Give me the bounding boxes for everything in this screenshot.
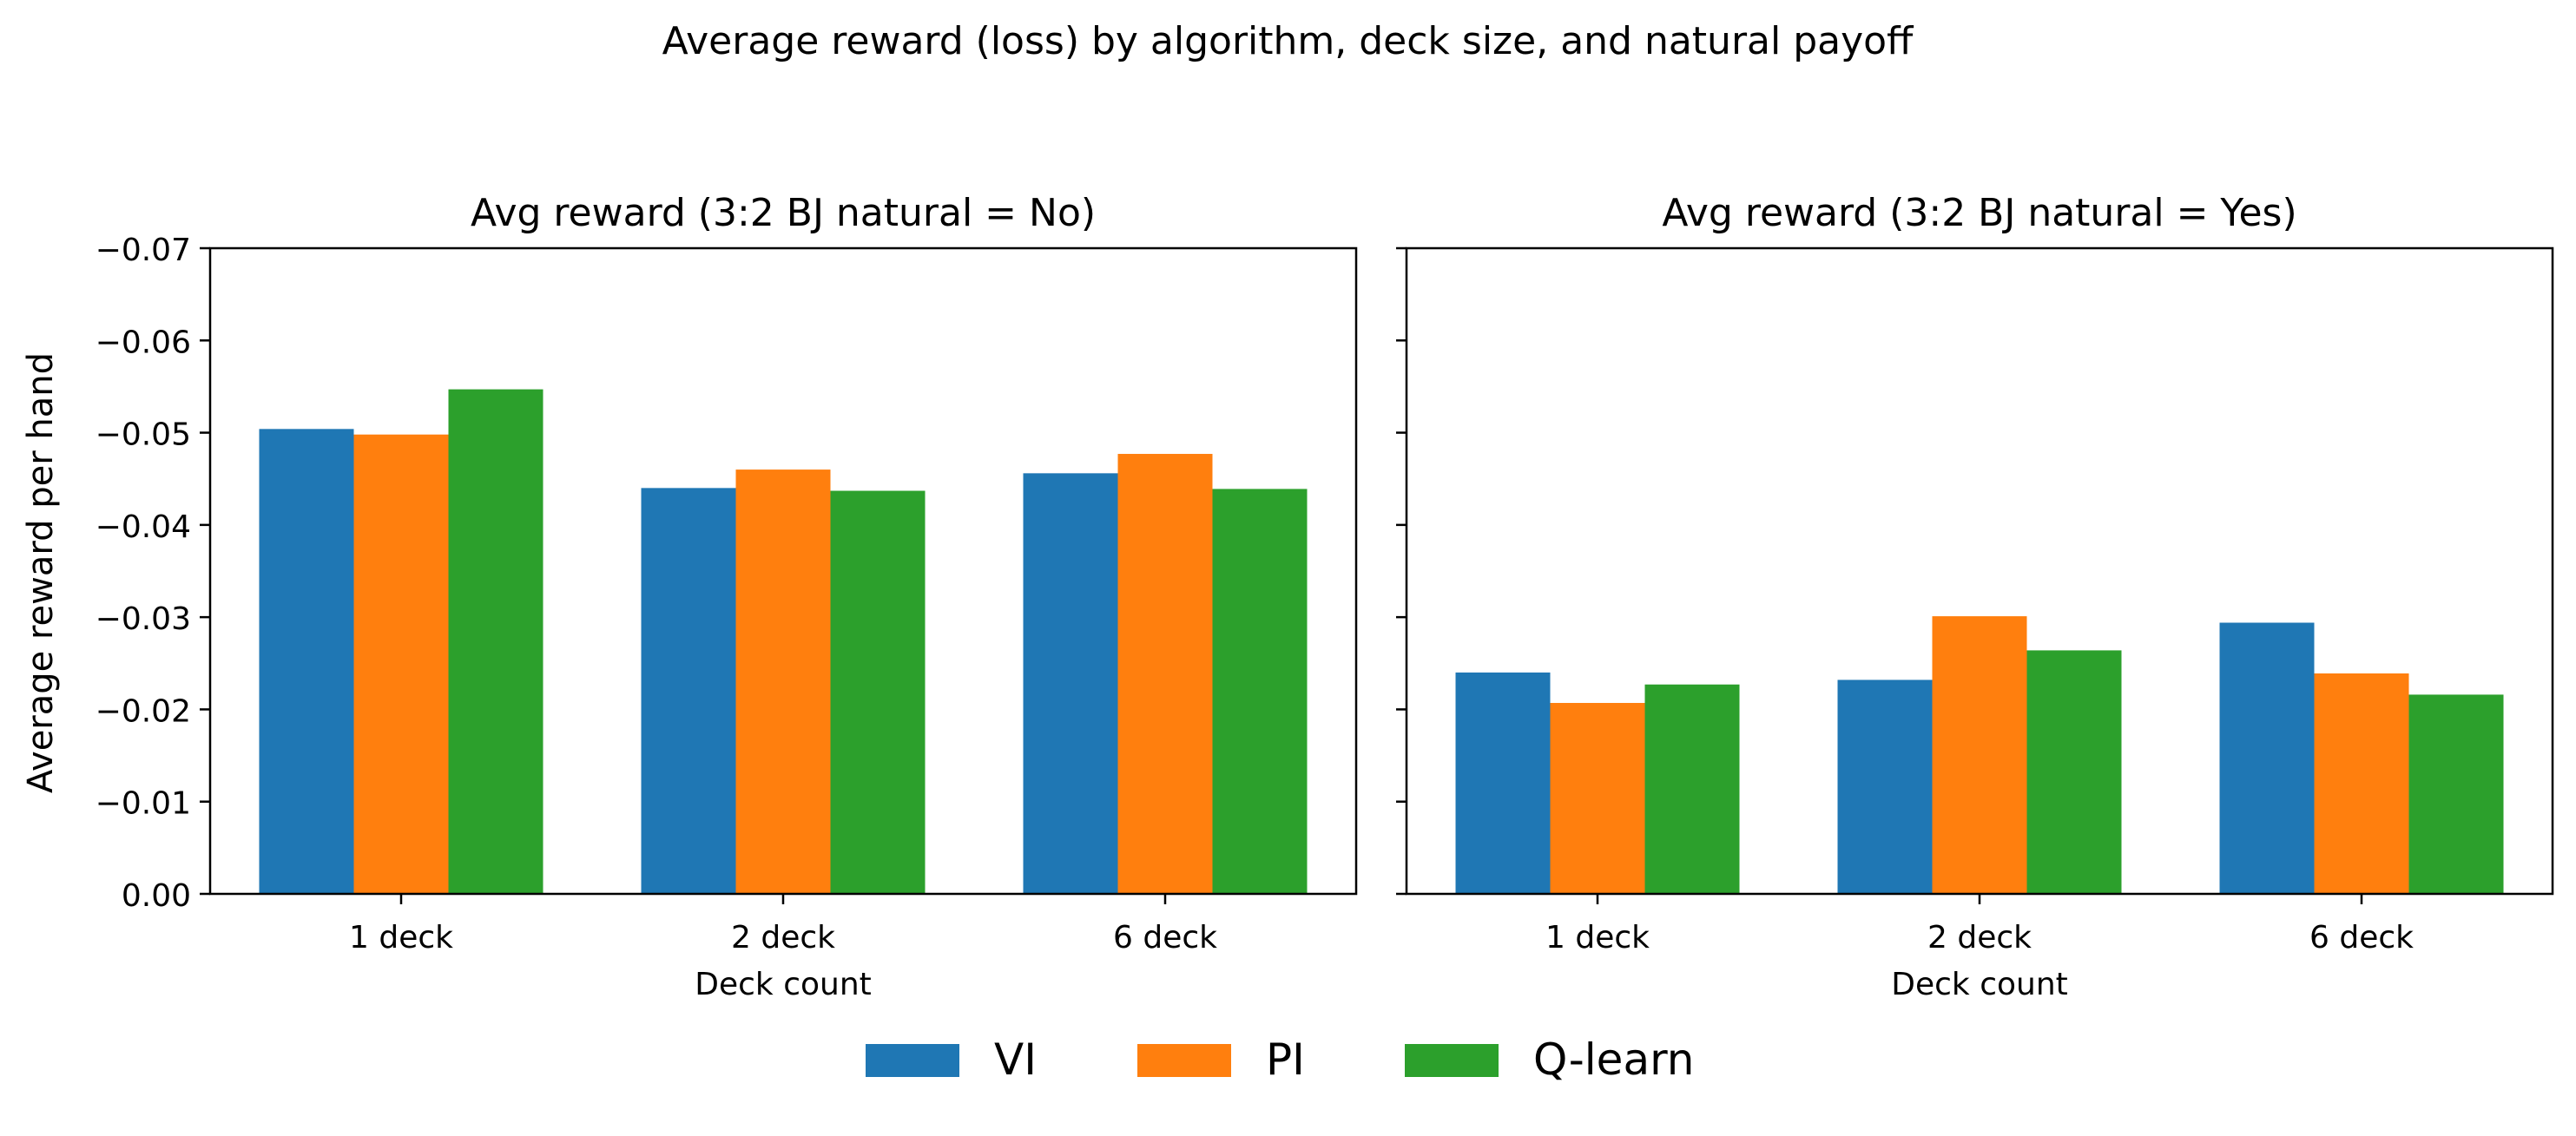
bar-q-learn-1: [448, 389, 544, 894]
x-tick-label: 1 deck: [1545, 920, 1650, 955]
x-axis-label: Deck count: [1891, 967, 2068, 1002]
bar-vi-1: [1455, 672, 1551, 894]
bar-q-learn-1: [1644, 684, 1740, 894]
subplot-title: Avg reward (3:2 BJ natural = No): [471, 191, 1096, 235]
bar-vi-2: [641, 488, 736, 894]
bar-pi-2: [1932, 616, 2027, 894]
y-tick-label: −0.04: [96, 509, 191, 545]
bar-q-learn-2: [2026, 650, 2122, 894]
figure-suptitle: Average reward (loss) by algorithm, deck…: [662, 19, 1914, 63]
x-tick-label: 2 deck: [1927, 920, 2032, 955]
bar-vi-3: [2219, 622, 2315, 894]
legend-swatch: [866, 1044, 959, 1077]
legend-label: Q-learn: [1533, 1034, 1694, 1085]
x-tick-label: 1 deck: [349, 920, 453, 955]
x-tick-label: 6 deck: [2309, 920, 2414, 955]
subplot-title: Avg reward (3:2 BJ natural = Yes): [1662, 191, 2296, 235]
bar-q-learn-3: [1212, 489, 1308, 894]
subplot-1: 0.00 −0.01 −0.02 −0.03 −0.04 −0.05 −0.06 −0.07 1…: [96, 191, 1358, 1002]
legend-swatch: [1137, 1044, 1231, 1077]
bar-pi-3: [1117, 454, 1213, 894]
y-tick-label: 0.00: [122, 878, 191, 914]
bar-pi-1: [1550, 702, 1645, 894]
legend-item-pi: PI: [1137, 1034, 1305, 1085]
y-tick-label: −0.03: [96, 601, 191, 637]
x-tick-label: 2 deck: [731, 920, 835, 955]
legend-item-q-learn: Q-learn: [1405, 1034, 1694, 1085]
y-tick-label: −0.06: [96, 325, 191, 360]
y-axis-label: Average reward per hand: [21, 352, 61, 793]
x-axis-label: Deck count: [695, 967, 872, 1002]
bar-pi-1: [353, 434, 449, 894]
y-tick-label: −0.05: [96, 417, 191, 453]
bar-pi-2: [735, 470, 831, 894]
bar-vi-3: [1023, 473, 1118, 894]
y-tick-label: −0.01: [96, 786, 191, 822]
legend-label: PI: [1266, 1034, 1305, 1085]
subplot-2: 1 deck 2 deck 6 deck Deck count Avg reward (…: [1396, 191, 2554, 1002]
legend-swatch: [1405, 1044, 1499, 1077]
bar-pi-3: [2314, 673, 2409, 894]
y-tick-label: −0.02: [96, 693, 191, 729]
y-tick-label: −0.07: [96, 233, 191, 268]
subplots: 0.00 −0.01 −0.02 −0.03 −0.04 −0.05 −0.06 −0.07 1…: [96, 191, 2554, 1002]
bar-vi-2: [1837, 680, 1933, 894]
legend-item-vi: VI: [866, 1034, 1037, 1085]
bar-vi-1: [259, 429, 354, 894]
bar-q-learn-2: [830, 490, 926, 894]
x-tick-label: 6 deck: [1113, 920, 1217, 955]
legend: VI PI Q-learn: [866, 1034, 1694, 1085]
legend-label: VI: [994, 1034, 1037, 1085]
bar-q-learn-3: [2408, 694, 2504, 894]
